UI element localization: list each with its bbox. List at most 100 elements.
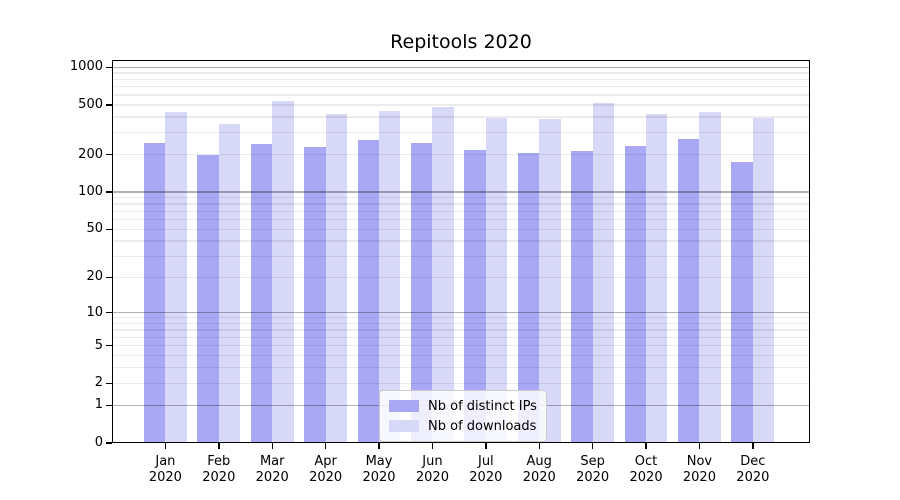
y-tick-label: 20 [86, 269, 103, 285]
x-tick-mark [698, 443, 701, 449]
x-tick-mark [378, 443, 380, 449]
x-tick-mark [538, 443, 540, 449]
bar-downloads-jan [165, 111, 187, 443]
bar-distinct-ips-feb [197, 154, 219, 443]
x-tick-year: 2020 [362, 469, 396, 485]
legend-item-downloads: Nb of downloads [389, 416, 537, 436]
gridline-minor [112, 72, 810, 74]
x-tick-label: May 2020 [347, 454, 411, 485]
gridline-minor [112, 86, 810, 88]
legend-swatch-distinct-ips-icon [389, 400, 419, 412]
gridline-minor [112, 228, 810, 230]
bar-distinct-ips-sep [571, 151, 593, 443]
bar-downloads-jul [485, 118, 508, 443]
gridline-minor [112, 317, 810, 319]
gridline-minor [112, 218, 810, 221]
gridline-minor [112, 322, 810, 325]
x-tick-year: 2020 [682, 469, 716, 485]
gridline-minor [112, 344, 810, 347]
x-tick-mark [591, 443, 594, 449]
bar-downloads-may [379, 110, 401, 443]
y-tick-label: 2 [94, 375, 103, 391]
x-tick-month: Dec [740, 454, 766, 469]
bar-distinct-ips-may [357, 140, 380, 443]
x-tick-mark [485, 443, 487, 449]
x-tick-year: 2020 [255, 469, 289, 485]
bar-distinct-ips-mar [250, 143, 273, 443]
gridline-minor [112, 78, 810, 81]
bar-downloads-jun [432, 106, 454, 443]
x-tick-label: Aug 2020 [507, 454, 571, 485]
x-tick-month: Oct [634, 454, 658, 469]
bar-downloads-dec [752, 118, 775, 443]
gridline-minor [112, 94, 810, 96]
x-tick-mark [218, 443, 220, 449]
bar-downloads-aug [539, 119, 561, 443]
legend-item-distinct-ips: Nb of distinct IPs [389, 396, 537, 416]
x-tick-mark [431, 443, 434, 449]
y-tick-label: 0 [94, 435, 103, 450]
legend: Nb of distinct IPs Nb of downloads [379, 390, 547, 442]
y-tick-label: 1 [94, 397, 103, 413]
x-tick-month: Jun [422, 454, 443, 469]
y-tick-label: 1000 [69, 59, 103, 75]
bar-distinct-ips-apr [304, 147, 326, 443]
gridline-minor [112, 382, 810, 384]
y-tick-mark [106, 404, 112, 406]
x-tick-year: 2020 [148, 469, 182, 485]
y-tick-label: 10 [86, 304, 103, 320]
x-tick-mark [324, 443, 327, 449]
x-tick-year: 2020 [309, 469, 343, 485]
x-tick-label: Dec 2020 [721, 454, 785, 485]
x-tick-label: Jul 2020 [454, 454, 518, 485]
x-tick-label: Sep 2020 [561, 454, 625, 485]
gridline-minor [112, 132, 810, 134]
bar-downloads-feb [218, 124, 241, 443]
gridline-minor [112, 197, 810, 199]
x-tick-label: Feb 2020 [187, 454, 251, 485]
x-tick-month: May [365, 454, 393, 469]
x-tick-month: Jan [155, 454, 176, 469]
chart-title: Repitools 2020 [390, 31, 532, 53]
y-tick-mark [106, 153, 112, 156]
gridline-major [112, 66, 810, 68]
gridline-minor [112, 116, 810, 118]
y-tick-mark [106, 344, 112, 347]
x-tick-year: 2020 [629, 469, 663, 485]
gridline-minor [112, 154, 810, 156]
x-tick-month: Nov [686, 454, 713, 469]
x-tick-month: Apr [314, 454, 337, 469]
gridline-minor [112, 354, 810, 357]
gridline-minor [112, 104, 810, 106]
x-tick-label: Apr 2020 [294, 454, 358, 485]
gridline-minor [112, 203, 810, 205]
x-tick-mark [164, 443, 167, 449]
x-tick-year: 2020 [736, 469, 770, 485]
bar-distinct-ips-jul [464, 149, 486, 443]
y-tick-mark [106, 66, 112, 69]
y-tick-mark [106, 191, 112, 193]
x-tick-mark [645, 443, 647, 449]
x-tick-year: 2020 [469, 469, 503, 485]
bar-distinct-ips-nov [678, 138, 700, 443]
x-tick-label: Nov 2020 [667, 454, 731, 485]
y-tick-mark [106, 311, 112, 314]
gridline-minor [112, 210, 810, 212]
legend-label-downloads: Nb of downloads [428, 418, 537, 434]
bar-downloads-oct [646, 114, 668, 443]
y-tick-label: 5 [94, 337, 103, 353]
y-tick-label: 100 [78, 184, 103, 200]
gridline-minor [112, 240, 810, 242]
x-tick-label: Jan 2020 [133, 454, 197, 485]
y-tick-label: 200 [78, 146, 103, 162]
y-tick-mark [106, 276, 112, 279]
gridline-major [112, 191, 810, 193]
y-tick-mark [106, 104, 112, 106]
bar-distinct-ips-jun [411, 142, 433, 443]
bar-downloads-apr [325, 114, 347, 443]
x-tick-year: 2020 [415, 469, 449, 485]
gridline-minor [112, 336, 810, 338]
bar-distinct-ips-jan [144, 142, 166, 443]
gridline-major [112, 312, 810, 314]
